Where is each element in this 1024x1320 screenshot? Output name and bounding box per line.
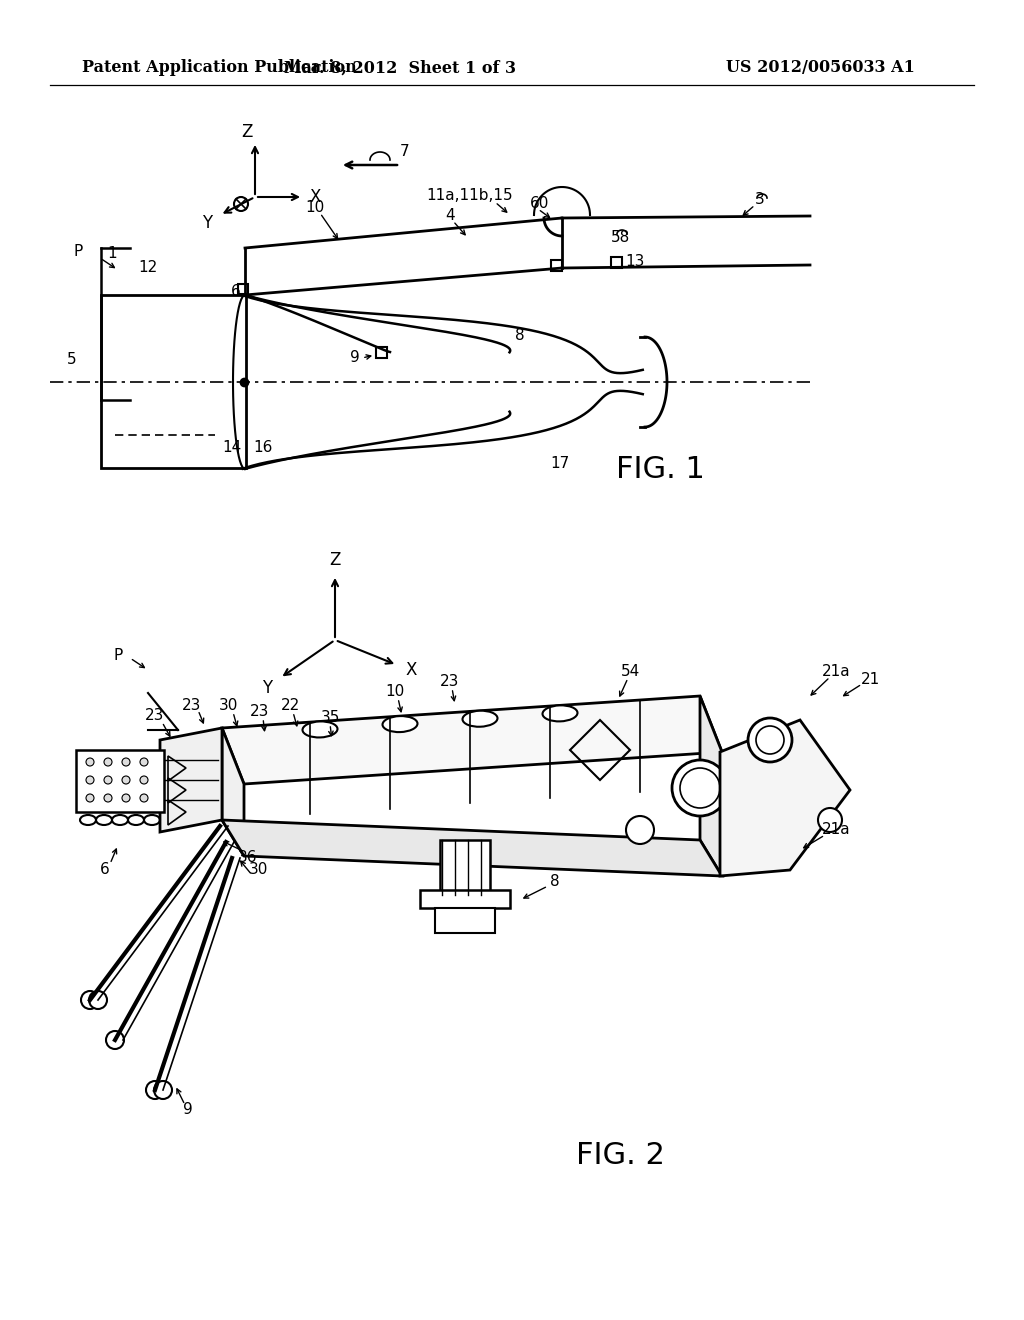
Bar [420, 890, 510, 908]
Polygon shape [160, 729, 222, 832]
Bar [611, 257, 622, 268]
Ellipse shape [383, 715, 418, 733]
Circle shape [106, 1031, 124, 1049]
Text: Mar. 8, 2012  Sheet 1 of 3: Mar. 8, 2012 Sheet 1 of 3 [284, 59, 516, 77]
Text: 11a,11b,15: 11a,11b,15 [427, 189, 513, 203]
Circle shape [104, 758, 112, 766]
Text: 30: 30 [248, 862, 267, 878]
Circle shape [146, 1081, 164, 1100]
Text: 58: 58 [610, 230, 630, 244]
Bar [101, 294, 246, 469]
Polygon shape [700, 696, 722, 876]
Text: US 2012/0056033 A1: US 2012/0056033 A1 [726, 59, 914, 77]
Text: P: P [74, 244, 83, 260]
Circle shape [748, 718, 792, 762]
Circle shape [89, 991, 106, 1008]
Circle shape [104, 795, 112, 803]
Text: 23: 23 [145, 709, 165, 723]
Text: P: P [114, 648, 123, 663]
Text: 22: 22 [281, 698, 300, 714]
Text: 6: 6 [231, 284, 241, 298]
Circle shape [81, 991, 99, 1008]
Text: 8: 8 [515, 329, 525, 343]
Text: 5: 5 [68, 352, 77, 367]
Circle shape [154, 1081, 172, 1100]
Text: Patent Application Publication: Patent Application Publication [82, 59, 356, 77]
Text: 6: 6 [100, 862, 110, 878]
Text: 36: 36 [239, 850, 258, 866]
Text: Y: Y [202, 214, 212, 232]
Circle shape [140, 795, 148, 803]
Circle shape [104, 776, 112, 784]
Text: 7: 7 [400, 144, 410, 160]
Text: 13: 13 [626, 255, 645, 269]
Polygon shape [222, 820, 722, 876]
Bar [76, 750, 164, 812]
Text: 12: 12 [138, 260, 158, 276]
Circle shape [122, 776, 130, 784]
Text: 21: 21 [860, 672, 880, 688]
Text: 23: 23 [250, 705, 269, 719]
Text: Z: Z [242, 123, 253, 141]
Text: 30: 30 [218, 698, 238, 714]
Circle shape [626, 816, 654, 843]
Text: 21a: 21a [821, 664, 850, 680]
Text: 23: 23 [182, 697, 202, 713]
Text: 10: 10 [385, 685, 404, 700]
Text: 10: 10 [305, 199, 325, 214]
Text: FIG. 1: FIG. 1 [615, 455, 705, 484]
Circle shape [122, 795, 130, 803]
Circle shape [728, 808, 752, 832]
Bar [551, 260, 562, 271]
Text: FIG. 2: FIG. 2 [575, 1140, 665, 1170]
Bar [435, 908, 495, 933]
Text: X: X [309, 187, 321, 206]
Text: 14: 14 [222, 440, 242, 454]
Text: 35: 35 [321, 710, 340, 726]
Polygon shape [222, 696, 722, 784]
Text: 17: 17 [550, 455, 569, 470]
Ellipse shape [463, 710, 498, 727]
Circle shape [122, 758, 130, 766]
Text: Y: Y [262, 678, 272, 697]
Circle shape [818, 808, 842, 832]
Text: 3: 3 [755, 193, 765, 207]
Circle shape [752, 800, 768, 816]
Text: Z: Z [330, 550, 341, 569]
Circle shape [86, 776, 94, 784]
Text: 60: 60 [530, 197, 550, 211]
Text: X: X [406, 661, 417, 678]
Polygon shape [720, 719, 850, 876]
Bar [440, 840, 490, 895]
Circle shape [86, 795, 94, 803]
Circle shape [672, 760, 728, 816]
Polygon shape [222, 729, 244, 855]
Text: 16: 16 [253, 440, 272, 454]
Text: 21a: 21a [821, 822, 850, 837]
Text: 54: 54 [621, 664, 640, 680]
Ellipse shape [543, 705, 578, 722]
Circle shape [86, 758, 94, 766]
Text: 4: 4 [445, 207, 455, 223]
Circle shape [140, 758, 148, 766]
Text: 9: 9 [183, 1102, 193, 1118]
Text: 8: 8 [550, 874, 560, 890]
Bar [238, 284, 248, 294]
Text: 1: 1 [108, 247, 117, 261]
Ellipse shape [302, 722, 338, 738]
Circle shape [140, 776, 148, 784]
Bar [376, 347, 387, 358]
Text: 23: 23 [440, 675, 460, 689]
Text: 9: 9 [350, 351, 359, 366]
